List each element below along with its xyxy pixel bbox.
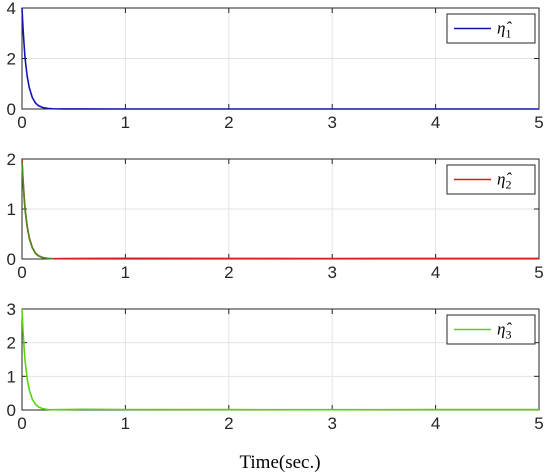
x-tick-label: 3 [327,113,336,132]
x-tick-label: 2 [224,113,233,132]
y-tick-label: 3 [7,300,16,319]
y-tick-label: 1 [7,367,16,386]
series-line-2-2 [21,161,54,260]
x-tick-label: 1 [121,263,130,282]
legend: η̂2 [446,164,536,195]
legend-label-subscript: 3 [505,328,511,342]
x-tick-label: 2 [224,414,233,433]
y-tick-label: 2 [7,150,16,169]
x-tick-label: 1 [121,113,130,132]
legend-label-subscript: 1 [505,27,511,41]
x-tick-label: 0 [17,263,26,282]
x-tick-label: 5 [534,414,543,433]
x-tick-label: 4 [431,263,440,282]
legend: η̂1 [446,13,536,44]
y-tick-label: 0 [7,100,16,119]
legend-label-subscript: 2 [505,178,511,192]
x-tick-label: 3 [327,414,336,433]
x-tick-label: 5 [534,263,543,282]
x-tick-label: 5 [534,113,543,132]
x-tick-label: 4 [431,113,440,132]
y-tick-label: 2 [7,334,16,353]
x-tick-label: 1 [121,414,130,433]
y-tick-label: 0 [7,401,16,420]
series-line-3-1 [21,308,539,411]
x-tick-label: 3 [327,263,336,282]
x-tick-label: 0 [17,113,26,132]
y-tick-label: 0 [7,250,16,269]
y-tick-label: 2 [7,50,16,69]
subplot-1: 0 1 2 3 4 5 0 2 4 η̂1 [7,0,544,132]
y-tick-label: 1 [7,200,16,219]
x-tick-label: 4 [431,414,440,433]
x-tick-label: 0 [17,414,26,433]
y-tick-label: 4 [7,0,16,18]
series-line-1-1 [21,7,539,110]
legend: η̂3 [446,314,536,345]
x-axis-label: Time(sec.) [239,452,320,473]
x-tick-label: 2 [224,263,233,282]
